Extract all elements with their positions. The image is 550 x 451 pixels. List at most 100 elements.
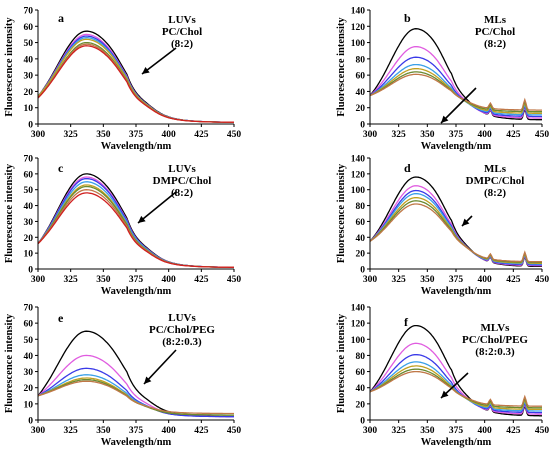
annotation-line-3: (8:2) (484, 187, 506, 199)
x-tick-label: 350 (96, 426, 111, 436)
y-tick-label: 140 (351, 304, 366, 314)
y-tick-label: 40 (356, 234, 366, 244)
annotation-arrow (440, 87, 477, 124)
y-tick-label: 40 (356, 384, 366, 394)
annotation-line-2: DMPC/Chol (153, 175, 212, 187)
series-line-d-1 (369, 176, 542, 268)
y-axis-label: Fluorescence intensity (336, 17, 347, 117)
series-line-e-2 (37, 354, 234, 418)
annotation-line-3: (8:2) (484, 38, 506, 50)
annotation-line-3: (8:2) (171, 187, 193, 199)
series-line-f-3 (369, 353, 542, 414)
panel-letter: a (58, 11, 64, 25)
annotation-arrowhead (142, 66, 150, 74)
series-line-b-1 (369, 28, 542, 121)
panel-letter: e (58, 311, 64, 325)
series-line-a-8 (37, 45, 234, 123)
series-line-e-7 (37, 380, 234, 415)
x-tick-label: 350 (420, 130, 435, 140)
x-tick-label: 450 (227, 130, 242, 140)
x-tick-label: 300 (363, 275, 378, 285)
y-axis-label: Fluorescence intensity (336, 163, 347, 263)
x-tick-label: 450 (535, 275, 550, 285)
x-axis-label: Wavelength/nm (101, 141, 172, 152)
y-tick-label: 120 (351, 320, 366, 330)
series-line-f-2 (369, 342, 542, 415)
y-tick-label: 0 (28, 121, 33, 131)
y-tick-label: 40 (24, 55, 34, 65)
x-tick-label: 400 (162, 130, 177, 140)
y-tick-label: 60 (24, 23, 34, 33)
annotation-line-1: MLs (484, 14, 507, 26)
x-tick-label: 300 (363, 426, 378, 436)
series-line-e-4 (37, 374, 234, 416)
y-tick-label: 20 (24, 384, 34, 394)
x-tick-label: 350 (96, 275, 111, 285)
series-line-e-1 (37, 330, 234, 418)
y-tick-label: 120 (351, 170, 366, 180)
x-tick-label: 350 (420, 426, 435, 436)
series-line-f-7 (369, 370, 542, 407)
y-tick-label: 140 (351, 155, 366, 165)
y-tick-label: 50 (24, 39, 34, 49)
annotation-line-1: LUVs (168, 163, 196, 175)
annotation-arrowhead (462, 218, 470, 226)
y-tick-label: 80 (356, 202, 366, 212)
y-tick-label: 0 (360, 266, 365, 276)
x-axis-label: Wavelength/nm (421, 286, 492, 297)
x-tick-label: 400 (478, 275, 493, 285)
y-tick-label: 0 (28, 417, 33, 427)
x-tick-label: 400 (162, 426, 177, 436)
panel-letter: f (404, 315, 409, 329)
y-tick-label: 120 (351, 23, 366, 33)
x-tick-label: 425 (194, 426, 209, 436)
y-tick-label: 60 (356, 218, 366, 228)
x-tick-label: 400 (478, 426, 493, 436)
x-tick-label: 425 (194, 275, 209, 285)
y-tick-label: 20 (356, 400, 366, 410)
panel-letter: c (58, 161, 64, 175)
x-tick-label: 300 (31, 275, 46, 285)
y-tick-label: 30 (24, 368, 34, 378)
y-tick-label: 40 (24, 352, 34, 362)
x-tick-label: 375 (449, 426, 464, 436)
series-line-b-2 (369, 45, 543, 119)
y-tick-label: 60 (24, 170, 34, 180)
panel-a: 300 325 350 375 400 425 450 0 10 20 30 40 50 60 70 Wave… (4, 7, 241, 153)
y-tick-label: 140 (351, 7, 366, 17)
x-tick-label: 425 (506, 426, 521, 436)
y-tick-label: 10 (24, 400, 34, 410)
annotation-line-2: DMPC/Chol (466, 175, 525, 187)
series-line-c-1 (37, 173, 234, 268)
y-tick-label: 50 (24, 336, 34, 346)
x-tick-label: 450 (227, 426, 242, 436)
y-tick-label: 40 (356, 88, 366, 98)
y-tick-label: 30 (24, 72, 34, 82)
x-tick-label: 325 (392, 426, 407, 436)
y-tick-label: 20 (356, 104, 366, 114)
x-axis-label: Wavelength/nm (101, 286, 172, 297)
annotation-arrowhead (441, 390, 449, 398)
y-tick-label: 0 (360, 121, 365, 131)
annotation-line-1: LUVs (168, 14, 196, 26)
y-tick-label: 60 (24, 320, 34, 330)
series-line-d-3 (369, 189, 542, 266)
y-tick-label: 40 (24, 202, 34, 212)
annotation-arrow (141, 47, 177, 75)
y-tick-label: 30 (24, 218, 34, 228)
y-tick-label: 50 (24, 186, 34, 196)
y-tick-label: 0 (28, 266, 33, 276)
series-line-b-7 (369, 73, 542, 111)
annotation-line-2: PC/Chol/PEG (149, 324, 215, 336)
series-line-c-2 (37, 176, 234, 268)
x-tick-label: 325 (392, 275, 407, 285)
y-axis-label: Fluorescence intensity (4, 163, 15, 263)
y-tick-label: 20 (24, 234, 34, 244)
y-tick-label: 100 (351, 39, 366, 49)
annotation-line-1: MLVs (481, 322, 511, 334)
y-tick-label: 80 (356, 55, 366, 65)
series-line-e-3 (37, 367, 234, 418)
y-axis-label: Fluorescence intensity (336, 313, 347, 413)
x-tick-label: 325 (64, 275, 79, 285)
